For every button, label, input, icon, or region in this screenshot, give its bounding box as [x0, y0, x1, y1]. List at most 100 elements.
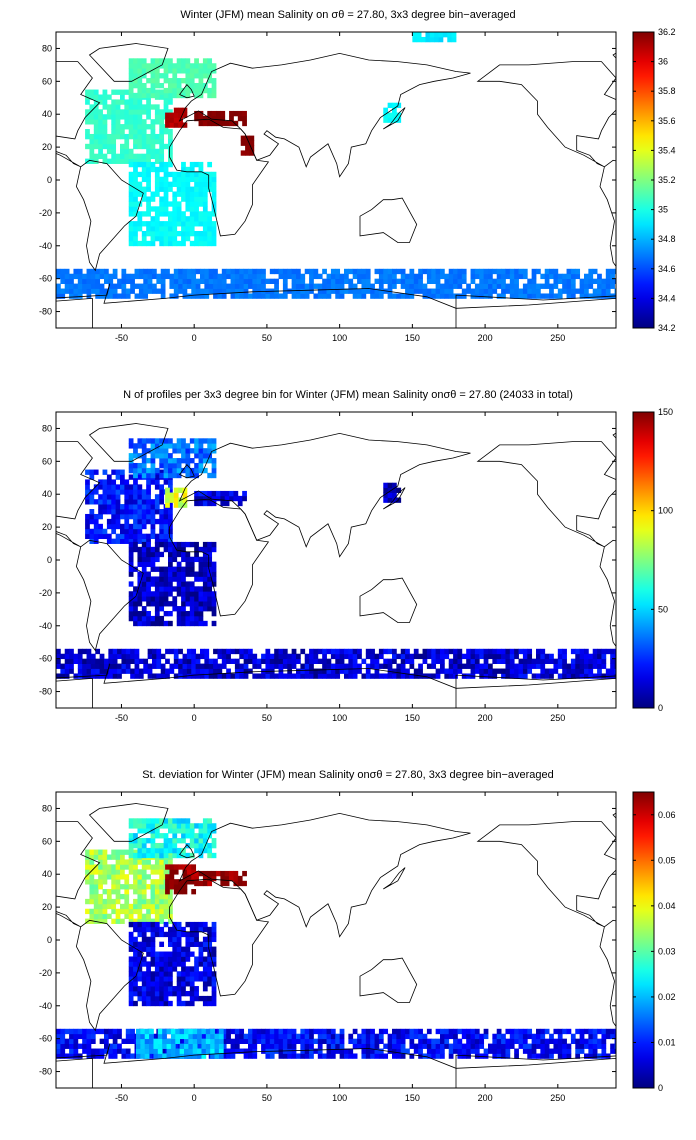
heatmap-cell: [98, 918, 103, 924]
heatmap-cell: [173, 487, 179, 493]
heatmap-cell: [198, 995, 204, 1002]
heatmap-cell: [69, 668, 74, 674]
heatmap-cell: [176, 961, 182, 967]
heatmap-cell: [137, 921, 143, 928]
colorbar-tick-label: 35.4: [658, 145, 676, 155]
heatmap-cell: [562, 668, 567, 674]
heatmap-cell: [330, 283, 336, 289]
heatmap-cell: [234, 663, 240, 669]
heatmap-cell: [387, 283, 393, 289]
heatmap-cell: [189, 226, 195, 232]
heatmap-cell: [112, 293, 118, 299]
heatmap-cell: [133, 448, 138, 454]
heatmap-cell: [566, 268, 572, 275]
heatmap-cell: [453, 1028, 458, 1035]
heatmap-cell: [483, 1053, 489, 1059]
heatmap-cell: [111, 489, 117, 495]
heatmap-cell: [95, 1053, 101, 1059]
heatmap-cell: [90, 288, 96, 294]
heatmap-cell: [453, 273, 458, 280]
heatmap-cell: [579, 288, 585, 294]
heatmap-cell: [194, 596, 199, 602]
heatmap-cell: [474, 1033, 480, 1040]
heatmap-cell: [202, 226, 208, 232]
heatmap-cell: [128, 235, 134, 242]
heatmap-cell: [154, 918, 160, 924]
heatmap-cell: [82, 1038, 87, 1044]
heatmap-cell: [186, 278, 192, 284]
heatmap-cell: [309, 1043, 314, 1049]
heatmap-cell: [93, 854, 99, 860]
heatmap-cell: [159, 153, 165, 160]
heatmap-cell: [121, 653, 127, 660]
heatmap-cell: [146, 230, 151, 237]
heatmap-cell: [133, 191, 138, 197]
heatmap-cell: [252, 1038, 258, 1044]
heatmap-cell: [128, 986, 134, 992]
heatmap-cell: [134, 653, 140, 660]
heatmap-cell: [207, 828, 213, 834]
heatmap-cell: [447, 36, 453, 43]
heatmap-cell: [221, 288, 227, 294]
heatmap-cell: [448, 1043, 454, 1049]
heatmap-cell: [185, 990, 191, 997]
heatmap-cell: [413, 1028, 419, 1035]
heatmap-cell: [128, 109, 134, 115]
heatmap-cell: [168, 216, 173, 222]
heatmap-cell: [166, 1038, 172, 1044]
colorbar-tick-label: 0.06: [658, 810, 676, 820]
heatmap-cell: [95, 1048, 101, 1054]
heatmap-cell: [163, 976, 169, 982]
heatmap-cell: [146, 561, 151, 567]
heatmap-cell: [141, 571, 147, 577]
heatmap-cell: [514, 1053, 519, 1059]
coastline: [359, 197, 418, 243]
heatmap-cell: [163, 509, 169, 515]
heatmap-cell: [108, 1053, 114, 1059]
heatmap-cell: [405, 668, 410, 674]
heatmap-cell: [317, 673, 323, 679]
heatmap-cell: [137, 908, 143, 915]
heatmap-cell: [146, 479, 151, 485]
heatmap-cell: [106, 158, 112, 164]
heatmap-cell: [133, 181, 138, 187]
heatmap-cell: [211, 961, 217, 967]
heatmap-cell: [194, 823, 199, 829]
heatmap-cell: [291, 1043, 297, 1049]
heatmap-cell: [198, 176, 204, 183]
heatmap-cell: [128, 196, 134, 202]
heatmap-cell: [387, 1033, 393, 1040]
heatmap-cell: [207, 438, 213, 444]
heatmap-cell: [128, 489, 134, 495]
heatmap-cell: [133, 201, 138, 207]
heatmap-cell: [211, 921, 217, 928]
heatmap-cell: [531, 1038, 537, 1044]
heatmap-cell: [152, 1033, 157, 1040]
heatmap-cell: [159, 523, 165, 530]
heatmap-cell: [207, 161, 213, 168]
heatmap-cell: [150, 620, 156, 627]
heatmap-cell: [202, 833, 208, 839]
heatmap-cell: [124, 879, 130, 885]
heatmap-cell: [154, 541, 160, 548]
heatmap-cell: [300, 1033, 306, 1040]
heatmap-cell: [501, 673, 506, 679]
heatmap-cell: [133, 869, 138, 875]
heatmap-cell: [108, 278, 114, 284]
heatmap-cell: [146, 961, 151, 967]
heatmap-cell: [416, 32, 422, 38]
heatmap-cell: [335, 268, 341, 275]
heatmap-cell: [435, 653, 441, 660]
heatmap-cell: [370, 288, 375, 294]
heatmap-cell: [348, 1038, 354, 1044]
heatmap-cell: [133, 981, 138, 987]
heatmap-cell: [605, 283, 611, 289]
heatmap-cell: [189, 586, 195, 592]
heatmap-cell: [133, 976, 138, 982]
heatmap-cell: [141, 443, 147, 449]
heatmap-cell: [150, 828, 156, 834]
heatmap-cell: [86, 273, 92, 280]
heatmap-cell: [159, 615, 165, 622]
heatmap-cell: [365, 673, 371, 679]
heatmap-cell: [483, 648, 489, 655]
